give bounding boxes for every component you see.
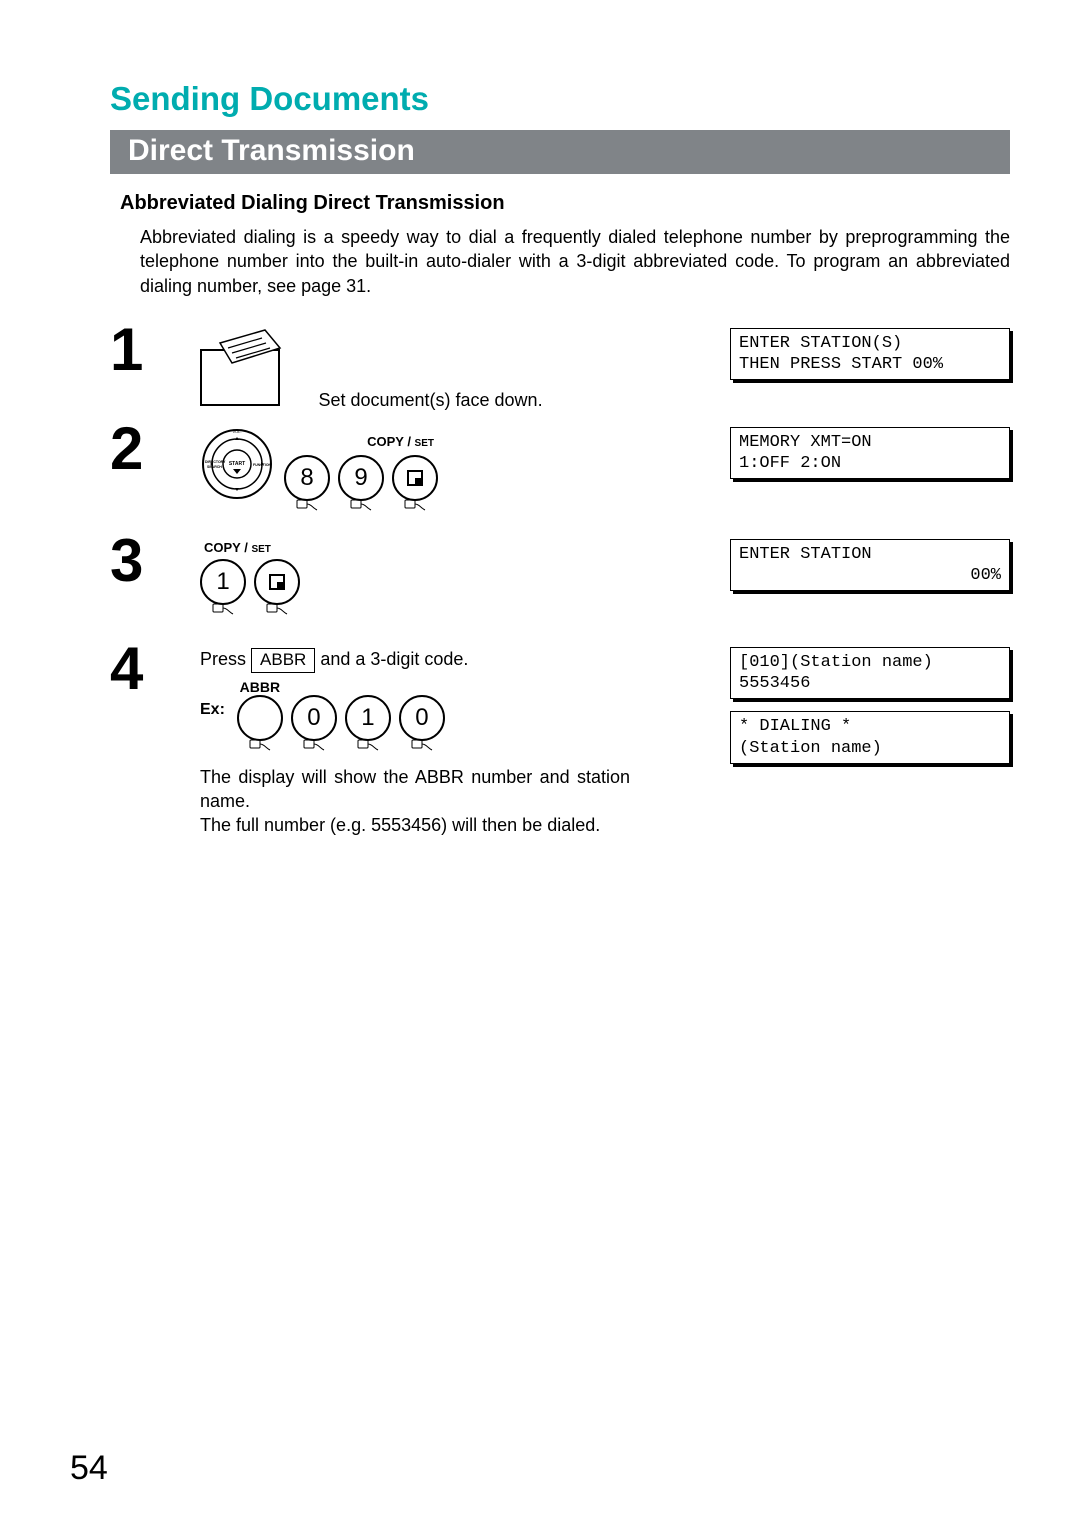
press-finger-icon	[356, 738, 380, 757]
press-finger-icon	[410, 738, 434, 757]
press-finger-icon	[302, 738, 326, 757]
lcd-line: * DIALING *	[739, 717, 851, 736]
step-number: 2	[110, 415, 200, 479]
step-number: 4	[110, 635, 200, 699]
keypad-1-button: 1	[200, 559, 246, 605]
abbr-small-label: ABBR	[240, 679, 280, 695]
svg-text:DIRECTORY: DIRECTORY	[205, 460, 226, 464]
abbr-button	[237, 695, 283, 741]
press-finger-icon	[265, 602, 289, 621]
press-finger-icon	[403, 498, 427, 517]
copy-set-label: COPY / SET	[204, 540, 271, 555]
steps-list: 1 Set document(s) face down. ENTER STATI…	[110, 316, 1010, 838]
step-4-press-text: Press ABBR and a 3-digit code.	[200, 647, 720, 673]
lcd-line: ENTER STATION	[739, 545, 872, 564]
press-finger-icon	[349, 498, 373, 517]
lcd-display-4a: [010](Station name) 5553456	[730, 647, 1010, 700]
lcd-line: THEN PRESS START 00%	[739, 355, 943, 374]
key-label: 0	[307, 704, 320, 732]
lcd-display-1: ENTER STATION(S) THEN PRESS START 00%	[730, 328, 1010, 381]
step-4-note-1: The display will show the ABBR number an…	[200, 765, 630, 814]
page-number: 54	[70, 1449, 108, 1488]
lcd-line: 00%	[970, 565, 1001, 586]
example-label: Ex:	[200, 701, 225, 719]
step-number: 1	[110, 316, 200, 380]
copy-set-label: COPY / SET	[367, 434, 434, 449]
section-title-bar: Direct Transmission	[110, 130, 1010, 174]
document-tray-icon	[200, 328, 300, 411]
svg-text:START: START	[229, 461, 245, 467]
stop-square-icon	[267, 572, 287, 592]
lcd-line: 5553456	[739, 674, 810, 693]
vol-label: VOL.	[232, 429, 241, 434]
nav-wheel-icon: VOL. START DIRECTORY SEARCH FUNCTION	[200, 427, 274, 501]
intro-paragraph: Abbreviated dialing is a speedy way to d…	[140, 225, 1010, 298]
press-finger-icon	[295, 498, 319, 517]
step-3: 3 COPY / SET 1	[110, 527, 1010, 631]
step-4: 4 Press ABBR and a 3-digit code. Ex: ABB…	[110, 635, 1010, 838]
set-key-button	[254, 559, 300, 605]
abbr-key: ABBR	[251, 648, 315, 673]
stop-square-icon	[405, 468, 425, 488]
step-number: 3	[110, 527, 200, 591]
lcd-display-4b: * DIALING * (Station name)	[730, 711, 1010, 764]
keypad-8-button: 8	[284, 455, 330, 501]
keypad-0-button: 0	[399, 695, 445, 741]
lcd-display-2: MEMORY XMT=ON 1:OFF 2:ON	[730, 427, 1010, 480]
key-label: 9	[354, 464, 367, 492]
press-finger-icon	[248, 738, 272, 757]
step-1: 1 Set document(s) face down. ENTER STATI…	[110, 316, 1010, 411]
lcd-line: MEMORY XMT=ON	[739, 433, 872, 452]
key-label: 8	[300, 464, 313, 492]
keypad-9-button: 9	[338, 455, 384, 501]
key-label: 1	[216, 568, 229, 596]
lcd-line: ENTER STATION(S)	[739, 334, 902, 353]
lcd-line: (Station name)	[739, 739, 882, 758]
key-label: 0	[415, 704, 428, 732]
press-finger-icon	[211, 602, 235, 621]
step-2: 2 VOL. START DIRECTORY SEARCH	[110, 415, 1010, 523]
step-4-note-2: The full number (e.g. 5553456) will then…	[200, 813, 720, 837]
key-label: 1	[361, 704, 374, 732]
keypad-1-button: 1	[345, 695, 391, 741]
sub-heading: Abbreviated Dialing Direct Transmission	[120, 192, 1010, 215]
main-heading: Sending Documents	[110, 80, 1010, 118]
lcd-display-3: ENTER STATION 00%	[730, 539, 1010, 592]
lcd-line: [010](Station name)	[739, 653, 933, 672]
lcd-line: 1:OFF 2:ON	[739, 454, 841, 473]
step-1-text: Set document(s) face down.	[318, 390, 542, 411]
set-key-button	[392, 455, 438, 501]
keypad-0-button: 0	[291, 695, 337, 741]
svg-text:SEARCH: SEARCH	[207, 465, 222, 469]
